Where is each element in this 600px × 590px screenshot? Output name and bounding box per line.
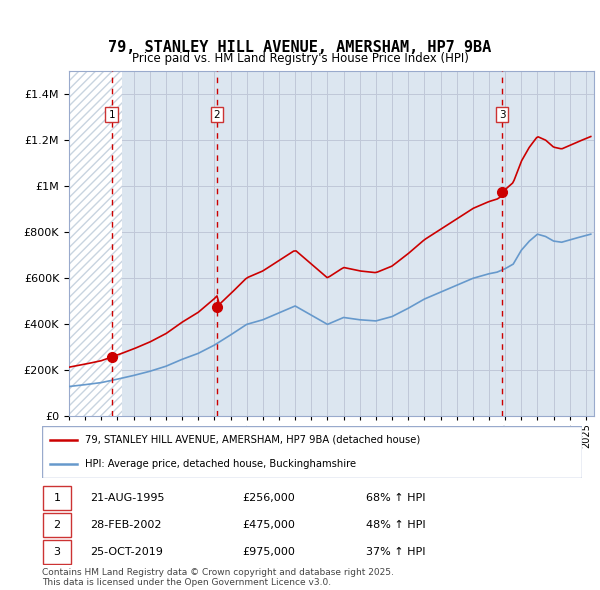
Text: 21-AUG-1995: 21-AUG-1995	[91, 493, 165, 503]
Text: 48% ↑ HPI: 48% ↑ HPI	[366, 520, 425, 530]
FancyBboxPatch shape	[42, 426, 582, 478]
Text: Price paid vs. HM Land Registry's House Price Index (HPI): Price paid vs. HM Land Registry's House …	[131, 52, 469, 65]
Text: Contains HM Land Registry data © Crown copyright and database right 2025.
This d: Contains HM Land Registry data © Crown c…	[42, 568, 394, 587]
Text: £256,000: £256,000	[242, 493, 295, 503]
FancyBboxPatch shape	[43, 540, 71, 563]
FancyBboxPatch shape	[43, 487, 71, 510]
Text: £975,000: £975,000	[242, 547, 295, 557]
FancyBboxPatch shape	[43, 513, 71, 537]
Text: 68% ↑ HPI: 68% ↑ HPI	[366, 493, 425, 503]
Text: 25-OCT-2019: 25-OCT-2019	[91, 547, 163, 557]
Text: 3: 3	[499, 110, 505, 120]
Text: 79, STANLEY HILL AVENUE, AMERSHAM, HP7 9BA (detached house): 79, STANLEY HILL AVENUE, AMERSHAM, HP7 9…	[85, 435, 421, 445]
Text: 79, STANLEY HILL AVENUE, AMERSHAM, HP7 9BA: 79, STANLEY HILL AVENUE, AMERSHAM, HP7 9…	[109, 41, 491, 55]
Text: £475,000: £475,000	[242, 520, 295, 530]
Text: 2: 2	[214, 110, 220, 120]
Text: 2: 2	[53, 520, 61, 530]
Bar	[69, 71, 122, 416]
Text: 37% ↑ HPI: 37% ↑ HPI	[366, 547, 425, 557]
Text: 28-FEB-2002: 28-FEB-2002	[91, 520, 162, 530]
Text: 1: 1	[109, 110, 115, 120]
Text: HPI: Average price, detached house, Buckinghamshire: HPI: Average price, detached house, Buck…	[85, 459, 356, 469]
Text: 1: 1	[53, 493, 61, 503]
Text: 3: 3	[53, 547, 61, 557]
